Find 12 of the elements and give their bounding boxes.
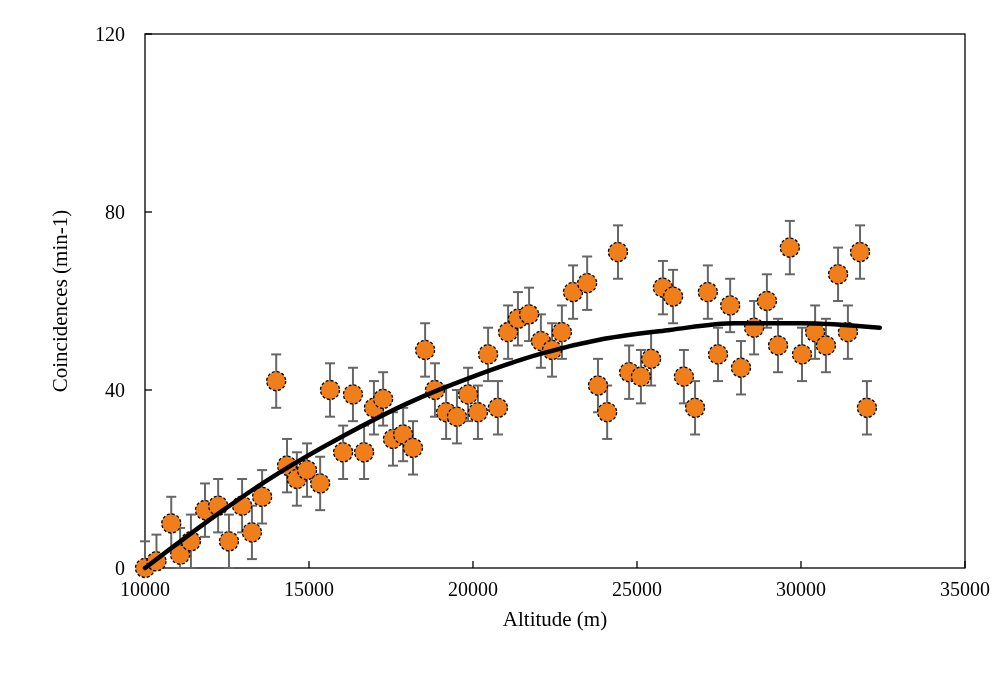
x-tick-label: 15000 [284, 578, 334, 600]
x-axis-title: Altitude (m) [502, 607, 608, 631]
y-tick-label: 80 [105, 201, 125, 223]
x-tick-label: 30000 [776, 578, 826, 600]
y-tick-label: 40 [105, 379, 125, 401]
x-tick-label: 25000 [612, 578, 662, 600]
y-tick-label: 120 [95, 23, 125, 45]
x-tick-label: 20000 [448, 578, 498, 600]
x-tick-label: 35000 [940, 578, 990, 600]
y-axis-title: Coincidences (min-1) [48, 209, 72, 393]
y-tick-label: 0 [115, 557, 125, 579]
x-tick-label: 10000 [120, 578, 170, 600]
